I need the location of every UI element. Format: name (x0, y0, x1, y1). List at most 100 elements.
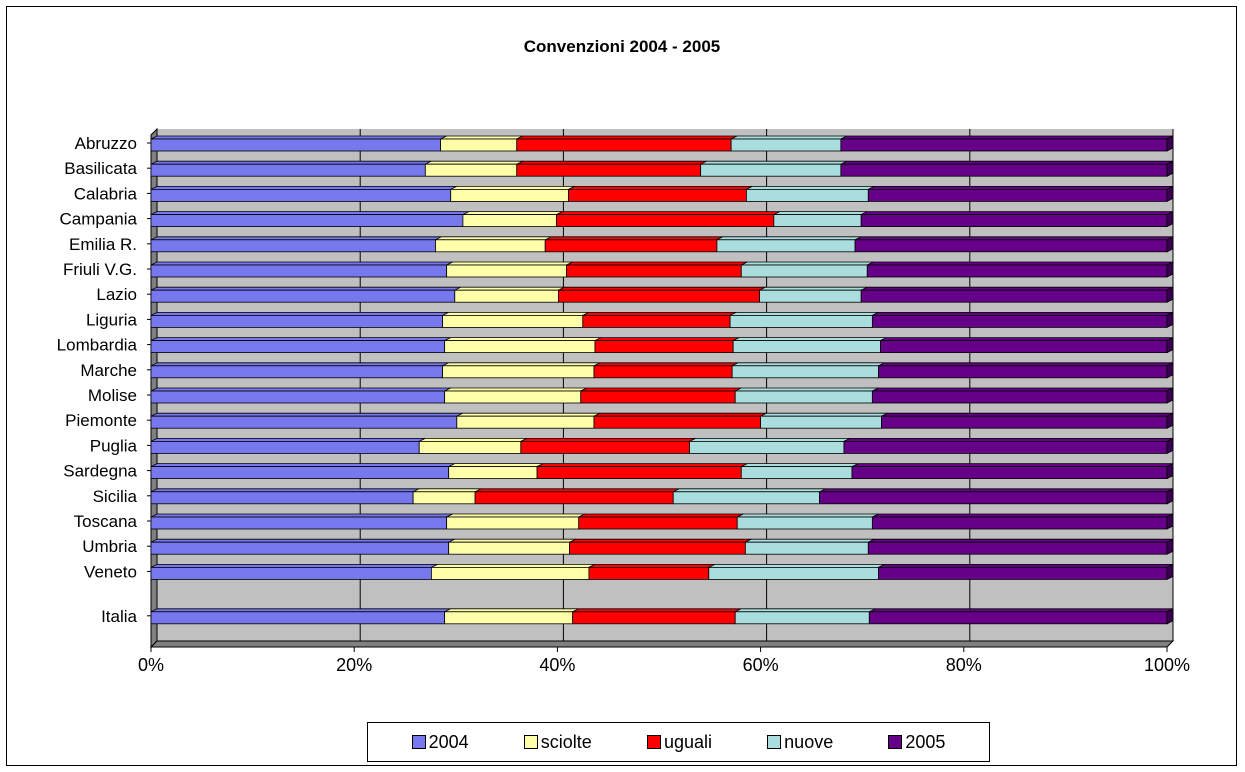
bar-segment (708, 567, 879, 580)
bar-segment (729, 314, 873, 328)
bar-segment-top (462, 211, 563, 216)
bar-segment-top (150, 286, 461, 291)
bar-segment-top (861, 286, 1174, 291)
bar-segment (572, 611, 736, 625)
category-label: Basilicata (64, 159, 137, 178)
bar-segment (867, 541, 1168, 555)
bar-segment (716, 239, 856, 253)
bar-segment (150, 466, 450, 480)
bar-segment (444, 340, 596, 354)
bar-end-cap (1166, 462, 1174, 480)
bar-segment-top (150, 387, 451, 392)
bar-segment-top (431, 564, 596, 568)
legend-label: 2004 (428, 731, 469, 752)
category-label: Puglia (90, 436, 138, 455)
bar-segment-top (444, 387, 587, 392)
bar-segment-top (474, 488, 680, 493)
bar-segment-top (868, 185, 1174, 190)
bar-segment-top (673, 488, 826, 493)
bar-segment-top (745, 538, 875, 543)
bar-segment-top (735, 608, 876, 613)
bar-segment (520, 440, 690, 454)
bar-segment (878, 365, 1168, 379)
bar-end-cap (1166, 513, 1174, 530)
legend-label: 2005 (905, 731, 946, 752)
bar-segment-top (516, 160, 707, 165)
bar-segment-top (150, 311, 449, 316)
bar-segment (558, 289, 760, 303)
legend-item: uguali (646, 731, 713, 753)
bar-segment-top (150, 513, 453, 518)
chart-title: Convenzioni 2004 - 2005 (524, 37, 721, 56)
x-tick-label: 20% (336, 655, 372, 675)
bar-segment-top (700, 160, 848, 165)
bar-segment (736, 516, 873, 530)
bar-segment (442, 314, 584, 328)
x-tick-label: 60% (743, 655, 779, 675)
bar-segment (446, 516, 580, 530)
bar-segment-top (737, 513, 879, 518)
bar-segment (689, 440, 845, 454)
category-label: Campania (60, 210, 138, 229)
bar-segment-top (878, 362, 1174, 367)
bar-segment-top (872, 311, 1174, 316)
category-label: Umbria (82, 537, 137, 556)
bar-segment (593, 365, 733, 379)
bar-segment (843, 440, 1168, 454)
legend-item: 2004 (411, 731, 469, 753)
x-tick-label: 40% (539, 655, 575, 675)
legend-item: sciolte (523, 732, 592, 753)
bar-segment (578, 516, 738, 530)
bar-segment (412, 491, 476, 505)
bar-segment-top (150, 362, 449, 367)
bar-segment-top (878, 564, 1174, 568)
bar-segment-top (566, 261, 748, 266)
bar-segment (516, 138, 732, 152)
bar-segment (773, 214, 862, 228)
bar-segment (569, 541, 746, 555)
legend-item: nuove (767, 732, 833, 753)
bar-segment-top (819, 488, 1174, 493)
bar-segment-top (572, 608, 742, 613)
bar-segment-top (150, 538, 455, 543)
bar-segment (840, 138, 1168, 152)
bar-segment (731, 365, 879, 379)
bar-segment (150, 440, 420, 454)
legend-swatch (411, 735, 426, 749)
bar-segment (150, 138, 441, 152)
bar-segment (456, 415, 595, 429)
bar-segment-top (729, 311, 879, 316)
bar-segment (150, 390, 446, 404)
bar-segment-top (843, 437, 1174, 442)
category-label: Emilia R. (69, 235, 137, 254)
x-tick-label: 0% (138, 655, 164, 675)
bar-segment-top (150, 564, 438, 568)
bar-segment-top (150, 135, 447, 140)
category-label: Veneto (84, 562, 137, 581)
bar-segment (734, 390, 873, 404)
bar-segment-top (444, 337, 602, 342)
bar-segment (744, 541, 869, 555)
bar-segment (435, 239, 546, 253)
bar-segment (424, 163, 518, 177)
bar-segment-top (150, 488, 420, 493)
bar-segment-top (578, 513, 744, 518)
bar-segment-top (593, 362, 739, 367)
bar-segment (871, 516, 1168, 530)
bar-segment (444, 611, 574, 625)
bar-segment (150, 314, 443, 328)
bar-segment (150, 264, 448, 278)
bar-end-cap (1166, 135, 1174, 152)
bar-segment (734, 611, 870, 625)
legend-label: uguali (663, 731, 713, 752)
bar-segment-top (854, 236, 1174, 241)
bar-segment-top (150, 337, 451, 342)
bar-segment-top (588, 564, 715, 568)
bar-segment-top (444, 608, 579, 613)
bar-end-cap (1166, 336, 1174, 354)
bar-segment (867, 188, 1168, 202)
bar-segment (446, 264, 567, 278)
bar-end-cap (1166, 362, 1174, 379)
bar-segment-top (419, 437, 528, 442)
